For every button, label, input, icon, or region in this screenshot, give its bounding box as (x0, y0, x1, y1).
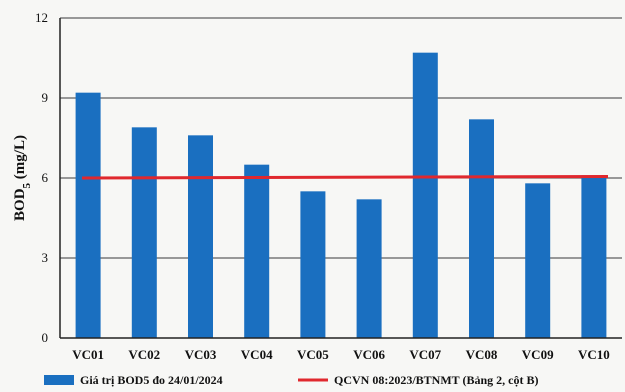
y-axis-label: BOD5 (mg/L) (12, 135, 33, 221)
x-tick-label: VC05 (297, 347, 329, 362)
legend: Giá trị BOD5 đo 24/01/2024 QCVN 08:2023/… (44, 373, 538, 387)
x-tick-label: VC10 (578, 347, 610, 362)
y-tick-label: 3 (42, 250, 49, 265)
bar-vc09 (525, 183, 551, 338)
bar-vc05 (300, 191, 326, 338)
axes (59, 18, 622, 339)
x-tick-label: VC06 (353, 347, 385, 362)
bar-vc06 (356, 199, 382, 338)
y-tick-labels: 0 3 6 9 12 (35, 10, 49, 345)
x-tick-label: VC01 (72, 347, 104, 362)
x-tick-label: VC03 (185, 347, 217, 362)
y-tick-label: 6 (42, 170, 49, 185)
bar-vc07 (412, 52, 438, 339)
y-tick-label: 9 (42, 90, 49, 105)
bar-vc01 (75, 92, 101, 339)
legend-bar-swatch (44, 375, 74, 385)
x-tick-label: VC04 (241, 347, 273, 362)
bar-vc02 (131, 127, 157, 338)
x-tick-label: VC02 (128, 347, 160, 362)
reference-line (81, 175, 609, 180)
legend-ref-label: QCVN 08:2023/BTNMT (Bảng 2, cột B) (334, 373, 538, 387)
bar-vc03 (188, 135, 213, 338)
x-tick-labels: VC01 VC02 VC03 VC04 VC05 VC06 VC07 VC08 VC09 VC10 (72, 347, 610, 362)
y-tick-label: 0 (42, 330, 49, 345)
x-tick-label: VC07 (409, 347, 441, 362)
bar-vc04 (244, 164, 270, 338)
legend-bar-label: Giá trị BOD5 đo 24/01/2024 (80, 373, 223, 387)
x-tick-label: VC09 (522, 347, 554, 362)
x-tick-label: VC08 (466, 347, 498, 362)
bars (75, 52, 607, 339)
bar-vc10 (581, 175, 607, 338)
y-tick-label: 12 (35, 10, 48, 25)
bar-vc08 (469, 119, 494, 338)
reference-line-group (81, 175, 609, 180)
